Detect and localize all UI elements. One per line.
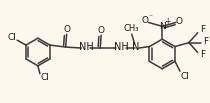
Text: N: N [132,42,139,52]
Text: Cl: Cl [8,33,17,42]
Text: CH₃: CH₃ [123,24,139,33]
Text: O: O [63,25,70,34]
Text: Cl: Cl [180,72,189,81]
Text: F: F [200,50,205,59]
Text: NH: NH [114,42,128,52]
Text: +: + [164,17,170,26]
Text: O: O [98,26,105,35]
Text: Cl: Cl [40,73,49,82]
Text: N: N [159,22,166,31]
Text: O: O [176,17,182,26]
Text: O: O [142,16,149,25]
Text: ⁻: ⁻ [148,12,152,21]
Text: NH: NH [79,42,94,52]
Text: F: F [200,25,205,34]
Text: F: F [203,37,208,46]
